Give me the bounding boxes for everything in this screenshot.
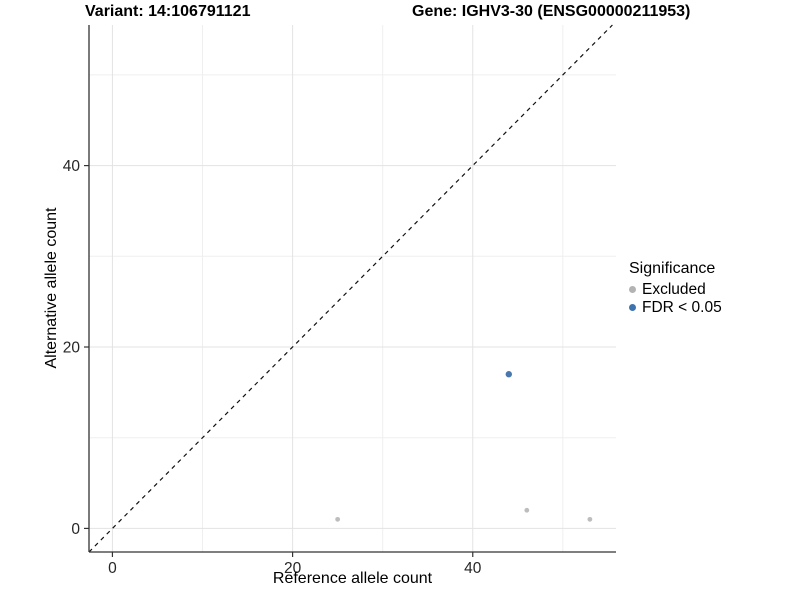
data-point-excluded bbox=[524, 507, 530, 513]
x-axis-title: Reference allele count bbox=[272, 570, 433, 587]
legend-item-label: FDR < 0.05 bbox=[642, 298, 722, 316]
variant-title: Variant: 14:106791121 bbox=[85, 3, 251, 20]
data-point-excluded bbox=[335, 516, 341, 522]
y-tick-label: 20 bbox=[63, 340, 81, 357]
legend-item-fdr: FDR < 0.05 bbox=[629, 299, 722, 317]
y-axis-title: Alternative allele count bbox=[43, 207, 60, 369]
legend-swatch bbox=[629, 286, 636, 294]
legend-swatch bbox=[629, 303, 636, 311]
y-tick-label: 0 bbox=[71, 521, 80, 538]
x-tick-label: 40 bbox=[464, 560, 482, 577]
legend-item-excluded: Excluded bbox=[629, 281, 722, 299]
gene-title: Gene: IGHV3-30 (ENSG00000211953) bbox=[412, 3, 691, 20]
data-point-significant bbox=[505, 371, 512, 378]
legend: Significance Excluded FDR < 0.05 bbox=[629, 259, 722, 316]
y-tick-label: 40 bbox=[63, 158, 81, 175]
identity-line bbox=[88, 24, 613, 553]
x-tick-label: 20 bbox=[284, 560, 302, 577]
legend-title: Significance bbox=[629, 260, 716, 277]
legend-item-label: Excluded bbox=[642, 281, 706, 298]
x-tick-label: 0 bbox=[108, 560, 117, 577]
data-point-excluded bbox=[587, 516, 593, 522]
